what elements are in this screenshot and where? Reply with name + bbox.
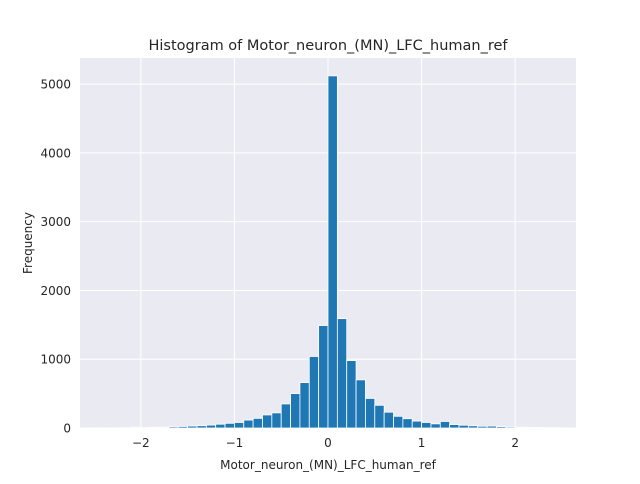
histogram-bar-4 — [131, 427, 140, 428]
histogram-bar-15 — [234, 422, 243, 428]
histogram-bar-37 — [440, 421, 449, 428]
histogram-bar-11 — [197, 426, 206, 428]
y-tick-label-5: 5000 — [40, 78, 71, 92]
x-tick-label-2: 0 — [324, 436, 332, 450]
histogram-bar-20 — [281, 404, 290, 428]
y-tick-label-0: 0 — [63, 422, 71, 436]
histogram-bar-12 — [206, 425, 215, 428]
histogram-bar-40 — [468, 426, 477, 428]
histogram-bar-43 — [496, 427, 505, 428]
histogram-bar-34 — [412, 421, 421, 428]
x-tick-label-3: 1 — [418, 436, 426, 450]
histogram-bar-33 — [403, 419, 412, 428]
histogram-bar-28 — [356, 380, 365, 428]
histogram-bar-18 — [262, 415, 271, 428]
histogram-bar-9 — [178, 426, 187, 428]
y-tick-label-2: 2000 — [40, 284, 71, 298]
histogram-bar-14 — [225, 423, 234, 428]
histogram-bar-41 — [478, 426, 487, 428]
histogram-bar-36 — [431, 424, 440, 428]
x-axis-label: Motor_neuron_(MN)_LFC_human_ref — [220, 458, 436, 472]
histogram-bar-16 — [244, 420, 253, 428]
histogram-bar-10 — [188, 426, 197, 428]
histogram-bar-8 — [169, 427, 178, 428]
histogram-bar-29 — [365, 398, 374, 428]
histogram-bar-23 — [309, 356, 318, 428]
histogram-bar-26 — [337, 319, 346, 428]
histogram-bar-47 — [534, 427, 543, 428]
histogram-bar-38 — [450, 425, 459, 428]
histogram-bar-32 — [394, 416, 403, 428]
histogram-bar-13 — [216, 424, 225, 428]
histogram-bar-45 — [515, 427, 524, 428]
histogram-bar-22 — [300, 383, 309, 428]
y-tick-label-3: 3000 — [40, 215, 71, 229]
histogram-bar-24 — [319, 326, 328, 428]
y-tick-label-1: 1000 — [40, 353, 71, 367]
histogram-bar-27 — [347, 361, 356, 428]
histogram-bar-21 — [291, 394, 300, 428]
histogram-bar-39 — [459, 425, 468, 428]
y-tick-label-4: 4000 — [40, 146, 71, 160]
histogram-bar-46 — [525, 427, 534, 428]
histogram-bar-42 — [487, 426, 496, 428]
x-tick-label-4: 2 — [511, 436, 519, 450]
histogram-bar-17 — [253, 418, 262, 428]
histogram-bar-7 — [160, 427, 169, 428]
chart-title: Histogram of Motor_neuron_(MN)_LFC_human… — [148, 38, 508, 54]
histogram-bar-6 — [150, 427, 159, 428]
histogram-bar-19 — [272, 413, 281, 428]
x-tick-label-0: −2 — [132, 436, 150, 450]
histogram-bar-30 — [375, 405, 384, 428]
x-tick-label-1: −1 — [226, 436, 244, 450]
histogram-bar-31 — [384, 412, 393, 428]
y-axis-label: Frequency — [21, 212, 35, 274]
histogram-bar-25 — [328, 76, 337, 428]
histogram-bar-44 — [506, 427, 515, 428]
histogram-bar-35 — [422, 422, 431, 428]
